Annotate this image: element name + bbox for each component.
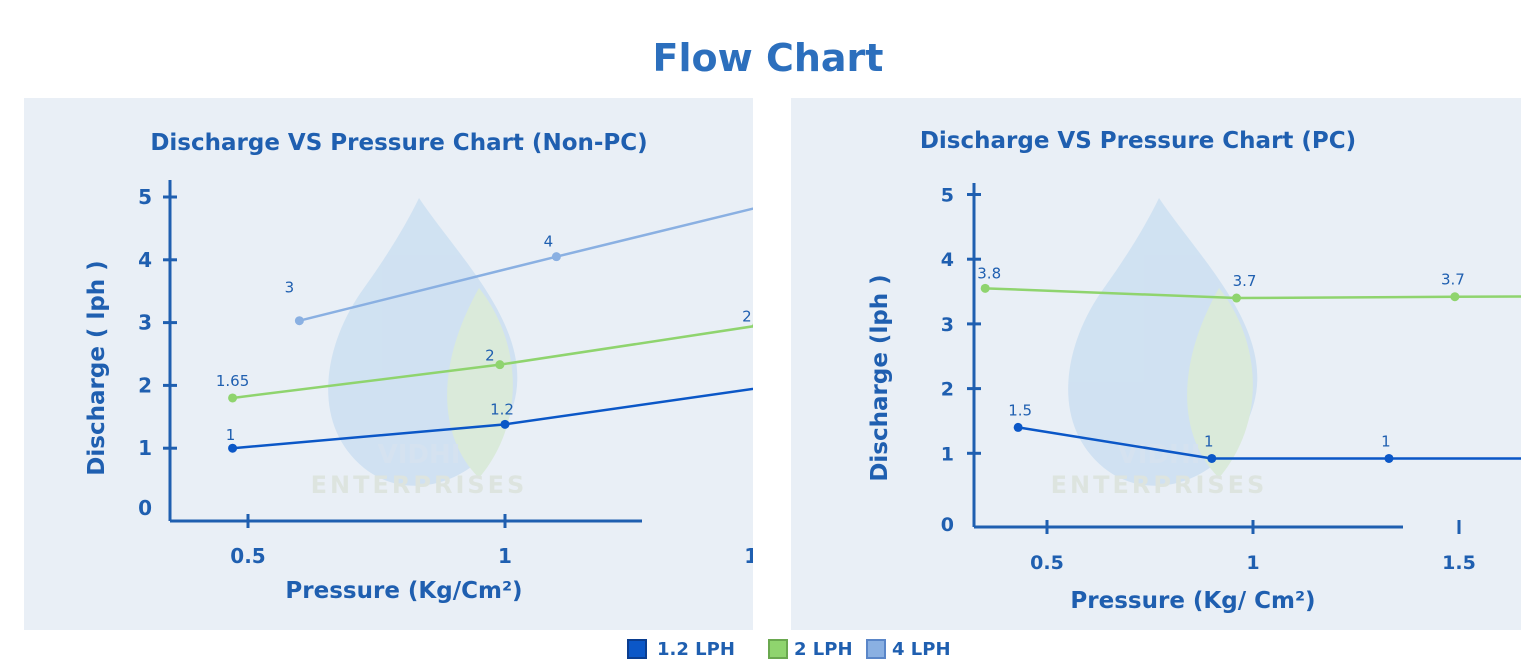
legend-item-1-2-lph: 1.2 LPH xyxy=(627,636,735,662)
watermark-text-2: ENTERPRISES xyxy=(311,471,528,499)
y-tick-label: 1 xyxy=(941,443,954,465)
series-1-2-lph-line xyxy=(1017,426,1521,460)
y-axis-label: Discharge ( lph ) xyxy=(84,260,110,475)
watermark-leaf-icon xyxy=(447,288,513,478)
x-tick-label: 1 xyxy=(1246,552,1259,574)
data-label: 2 xyxy=(485,347,495,365)
y-tick-label: 2 xyxy=(138,373,152,397)
data-label: 1.5 xyxy=(1008,401,1032,419)
legend: 1.2 LPH 2 LPH 4 LPH xyxy=(0,636,1536,662)
watermark-text-1: VIDHI xyxy=(378,440,461,470)
x-tick-label: 0.5 xyxy=(1030,552,1064,574)
x-tick-label: 0.5 xyxy=(230,544,265,568)
chart-panel-non-pc: VIDHI ENTERPRISES Discharge VS Pressure Ch… xyxy=(24,98,753,630)
y-tick-label: 4 xyxy=(138,248,152,272)
legend-label: 2 LPH xyxy=(794,638,853,660)
chart-title: Discharge VS Pressure Chart (Non-PC) xyxy=(150,130,647,156)
series-1-2-lph-point xyxy=(1384,453,1394,463)
y-tick-label: 0 xyxy=(941,514,954,536)
x-tick-label: 1.5 xyxy=(744,544,753,568)
y-tick-label: 0 xyxy=(138,496,152,520)
series-1-2-lph-point xyxy=(228,443,238,453)
series-2-lph-point xyxy=(228,393,238,403)
y-tick-label: 3 xyxy=(138,311,152,335)
legend-swatch xyxy=(866,639,886,659)
y-tick-label: 5 xyxy=(138,185,152,209)
data-label: 3.8 xyxy=(977,264,1001,282)
data-label: 1.65 xyxy=(216,372,249,390)
x-tick-label: 1.5 xyxy=(1442,552,1476,574)
series-2-lph-point xyxy=(1232,293,1242,303)
legend-label: 4 LPH xyxy=(892,638,951,660)
y-tick-label: 3 xyxy=(941,314,954,336)
legend-item-4-lph: 4 LPH xyxy=(866,636,951,662)
x-axis-label: Pressure (Kg/ Cm²) xyxy=(1070,588,1315,614)
watermark-leaf-icon xyxy=(1187,288,1253,478)
legend-swatch xyxy=(768,639,788,659)
y-tick-label: 5 xyxy=(941,185,954,207)
series-2-lph-line xyxy=(985,287,1521,300)
y-tick-label: 1 xyxy=(138,436,152,460)
data-label: 2.46 xyxy=(742,308,753,326)
series-2-lph-point xyxy=(752,323,753,329)
data-label: 1 xyxy=(1204,432,1214,450)
data-label: 1 xyxy=(226,426,236,444)
data-label: 1 xyxy=(1381,432,1391,450)
x-tick-label: 1 xyxy=(498,544,512,568)
chart-title: Discharge VS Pressure Chart (PC) xyxy=(920,128,1356,154)
data-label: 3.7 xyxy=(1441,271,1465,289)
watermark-text-2: ENTERPRISES xyxy=(1051,471,1268,499)
chart-panel-pc: VIDHI ENTERPRISES Discharge VS Pressure Ch… xyxy=(791,98,1521,630)
data-label: 1.2 xyxy=(490,400,514,418)
series-2-lph-point xyxy=(495,360,505,370)
x-axis-label: Pressure (Kg/Cm²) xyxy=(285,578,522,604)
legend-swatch xyxy=(627,639,647,659)
y-tick-label: 4 xyxy=(941,249,954,271)
data-label: 3 xyxy=(285,279,295,297)
series-2-lph-point xyxy=(980,283,990,293)
data-label: 3.7 xyxy=(1233,272,1257,290)
y-axis-label: Discharge (lph ) xyxy=(867,274,893,481)
series-1-2-lph-point xyxy=(1207,453,1217,463)
series-2-lph-point xyxy=(1450,292,1460,302)
series-4-lph-point xyxy=(551,252,561,262)
page-title: Flow Chart xyxy=(652,36,884,80)
series-4-lph-point xyxy=(294,316,304,326)
series-1-2-lph-point xyxy=(1013,422,1023,432)
y-tick-label: 2 xyxy=(941,379,954,401)
data-label: 4 xyxy=(544,233,554,251)
legend-item-2-lph: 2 LPH xyxy=(768,636,853,662)
series-1-2-lph-point xyxy=(500,419,510,429)
legend-label: 1.2 LPH xyxy=(657,638,735,660)
